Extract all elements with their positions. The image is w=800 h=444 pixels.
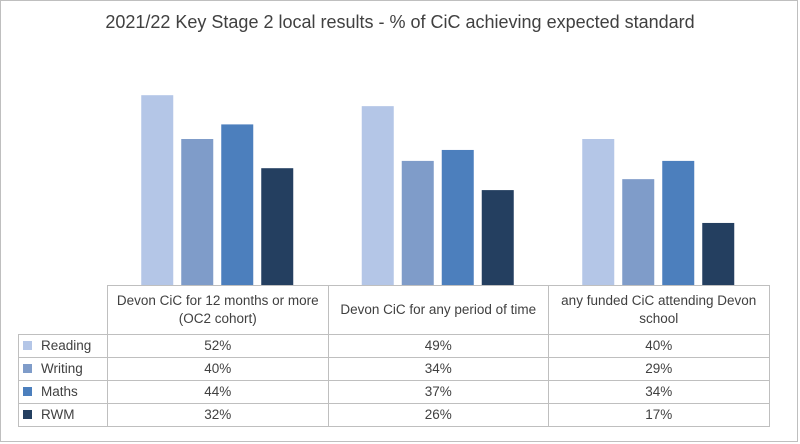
data-label: 52% (107, 334, 329, 358)
bar-rwm-3 (702, 222, 735, 285)
bar-rwm-1 (261, 168, 294, 285)
legend-swatch (23, 410, 32, 419)
data-label: 29% (548, 357, 770, 381)
table-corner (18, 285, 108, 335)
legend-entry: RWM (18, 403, 108, 427)
data-label: 17% (548, 403, 770, 427)
table-row: Writing 40% 34% 29% (18, 357, 770, 381)
legend-entry: Maths (18, 380, 108, 404)
bar-reading-3 (582, 139, 615, 285)
data-label: 49% (327, 334, 549, 358)
data-label: 26% (327, 403, 549, 427)
data-label: 40% (107, 357, 329, 381)
table-row: Reading 52% 49% 40% (18, 334, 770, 358)
series-name: Writing (41, 361, 83, 376)
data-label: 34% (548, 380, 770, 404)
series-name: Reading (41, 338, 92, 353)
chart-title: 2021/22 Key Stage 2 local results - % of… (105, 12, 695, 32)
bar-writing-1 (181, 139, 214, 285)
bar-rwm-2 (481, 190, 514, 285)
category-label: any funded CiC attending Devon school (548, 285, 770, 335)
bar-writing-2 (401, 160, 434, 285)
legend-entry: Reading (18, 334, 108, 358)
data-label: 37% (327, 380, 549, 404)
legend-swatch (23, 341, 32, 350)
data-label: 32% (107, 403, 329, 427)
category-label: Devon CiC for any period of time (327, 285, 549, 335)
bar-maths-2 (441, 149, 474, 285)
table-row: Maths 44% 37% 34% (18, 380, 770, 404)
data-label: 34% (327, 357, 549, 381)
bar-maths-3 (662, 160, 695, 285)
series-name: RWM (41, 407, 75, 422)
bar-reading-2 (361, 106, 394, 286)
series-name: Maths (41, 384, 78, 399)
legend-swatch (23, 364, 32, 373)
legend-swatch (23, 387, 32, 396)
data-table: Devon CiC for 12 months or more (OC2 coh… (18, 285, 770, 427)
data-label: 40% (548, 334, 770, 358)
table-header-row: Devon CiC for 12 months or more (OC2 coh… (18, 285, 770, 335)
category-label: Devon CiC for 12 months or more (OC2 coh… (107, 285, 329, 335)
data-label: 44% (107, 380, 329, 404)
bar-maths-1 (221, 124, 254, 286)
legend-entry: Writing (18, 357, 108, 381)
table-row: RWM 32% 26% 17% (18, 403, 770, 427)
bar-reading-1 (141, 95, 174, 285)
bar-writing-3 (622, 179, 655, 285)
